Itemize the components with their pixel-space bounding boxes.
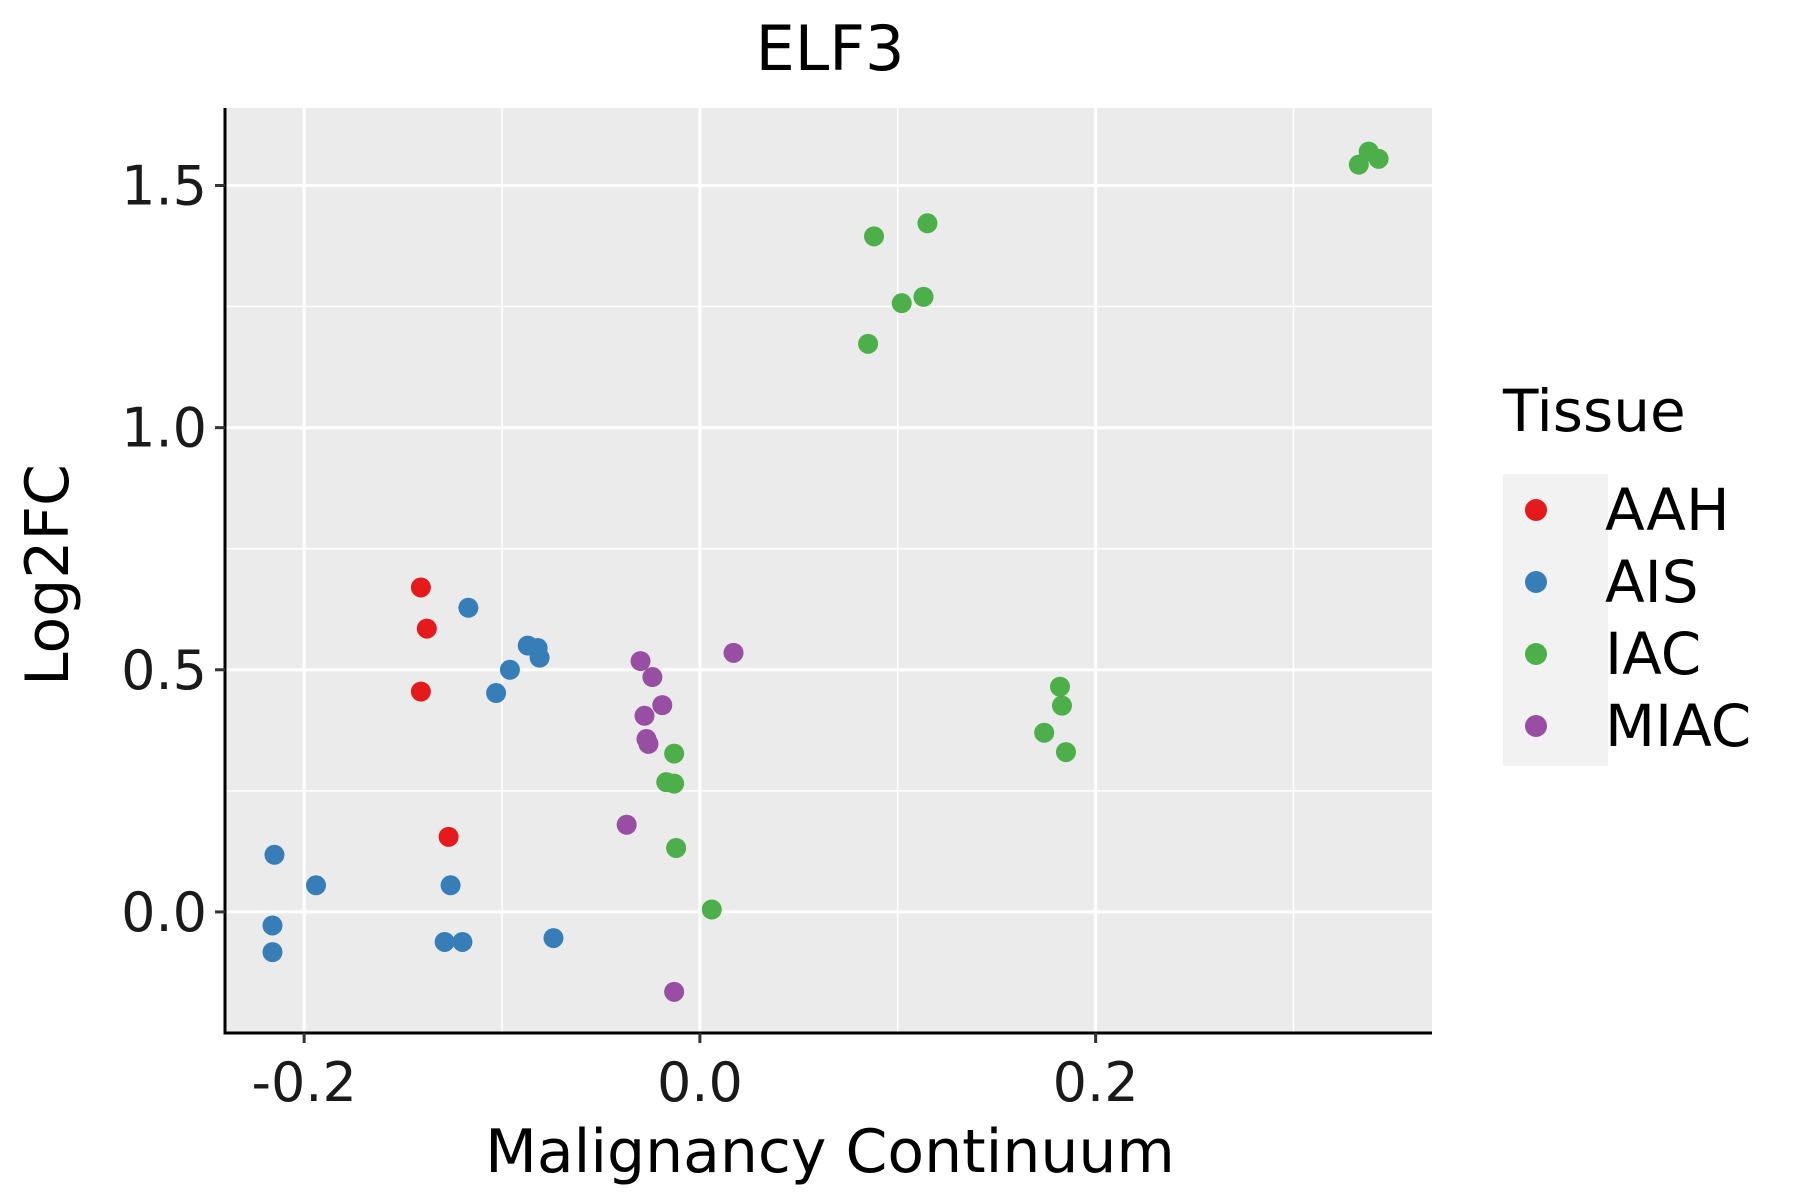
data-point-ais: [262, 915, 283, 936]
data-point-iac: [917, 213, 938, 234]
data-point-miac: [630, 651, 651, 672]
data-point-iac: [1034, 722, 1055, 743]
legend-key-aah: [1525, 499, 1547, 521]
data-point-iac: [1055, 742, 1076, 763]
x-tick-label: 0.2: [1053, 1051, 1139, 1114]
data-point-ais: [434, 931, 455, 952]
major-gridlines: [225, 108, 1432, 1033]
y-tick-label: 1.5: [121, 154, 207, 217]
x-axis-title: Malignancy Continuum: [485, 1117, 1175, 1187]
data-point-iac: [1051, 695, 1072, 716]
data-point-miac: [634, 705, 655, 726]
x-tick-label: -0.2: [251, 1051, 356, 1114]
data-point-ais: [306, 875, 327, 896]
data-point-iac: [701, 899, 722, 920]
data-point-aah: [416, 618, 437, 639]
data-point-iac: [864, 226, 885, 247]
data-point-aah: [410, 681, 431, 702]
y-tick-label: 1.0: [121, 397, 207, 460]
data-point-iac: [664, 743, 685, 764]
data-point-iac: [666, 838, 687, 858]
data-point-miac: [638, 733, 659, 754]
data-point-iac: [858, 333, 879, 354]
data-point-aah: [438, 826, 459, 847]
legend-label-aah: AAH: [1605, 476, 1730, 544]
data-point-iac: [891, 293, 912, 314]
legend-key-background: [1503, 474, 1608, 766]
minor-gridlines: [225, 108, 1432, 1033]
y-tick-label: 0.0: [121, 881, 207, 944]
data-point-ais: [499, 659, 520, 680]
y-axis-title: Log2FC: [13, 464, 83, 686]
data-point-ais: [440, 875, 461, 896]
data-point-iac: [1348, 154, 1369, 175]
plot-panel: [225, 108, 1432, 1033]
data-point-miac: [616, 814, 637, 835]
legend-label-iac: IAC: [1605, 620, 1701, 688]
data-point-miac: [652, 695, 673, 716]
data-point-ais: [529, 647, 550, 668]
data-point-ais: [458, 597, 479, 618]
data-point-miac: [642, 667, 663, 688]
data-point-miac: [723, 642, 744, 663]
legend-key-iac: [1525, 643, 1547, 665]
data-point-miac: [664, 981, 685, 1002]
data-point-ais: [264, 844, 285, 865]
legend-key-ais: [1525, 571, 1547, 593]
data-point-aah: [410, 577, 431, 598]
data-point-ais: [486, 683, 507, 704]
data-point-iac: [1368, 148, 1389, 169]
y-axis-ticks: 0.0 0.5 1.0 1.5: [121, 154, 225, 944]
data-point-iac: [913, 286, 934, 307]
data-point-iac: [664, 773, 685, 794]
legend-key-miac: [1525, 715, 1547, 737]
data-point-ais: [262, 942, 283, 963]
legend-label-ais: AIS: [1605, 548, 1699, 616]
data-point-iac: [1050, 676, 1071, 697]
x-axis-ticks: -0.2 0.0 0.2: [251, 1033, 1139, 1114]
axes: [223, 108, 1432, 1035]
legend-label-miac: MIAC: [1605, 692, 1751, 760]
legend-title: Tissue: [1502, 377, 1686, 445]
data-point-ais: [543, 928, 564, 949]
y-tick-label: 0.5: [121, 639, 207, 702]
chart-title: ELF3: [756, 12, 905, 85]
data-point-ais: [452, 931, 473, 952]
x-tick-label: 0.0: [657, 1051, 743, 1114]
data-points: [262, 141, 1389, 1002]
